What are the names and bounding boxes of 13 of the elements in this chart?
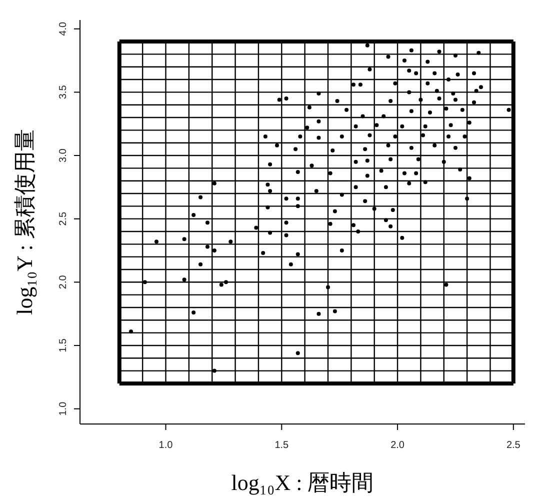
y-tick-label: 4.0 xyxy=(58,21,69,36)
y-tick-label: 1.5 xyxy=(58,338,69,352)
x-axis-title: log₁₀X : 暦時間 xyxy=(231,470,374,495)
y-axis-title: log₁₀Y : 累積使用量 xyxy=(12,129,37,315)
y-tick-label: 3.0 xyxy=(58,148,69,162)
y-tick-label: 1.0 xyxy=(58,401,69,416)
x-tick-label: 2.0 xyxy=(390,440,405,451)
y-tick-label: 2.5 xyxy=(58,211,69,226)
x-tick-label: 1.5 xyxy=(274,440,290,451)
y-tick-label: 3.5 xyxy=(58,84,69,100)
x-tick-label: 1.0 xyxy=(158,440,174,451)
y-tick-label: 2.0 xyxy=(58,274,69,290)
x-tick-label: 2.5 xyxy=(506,440,521,451)
